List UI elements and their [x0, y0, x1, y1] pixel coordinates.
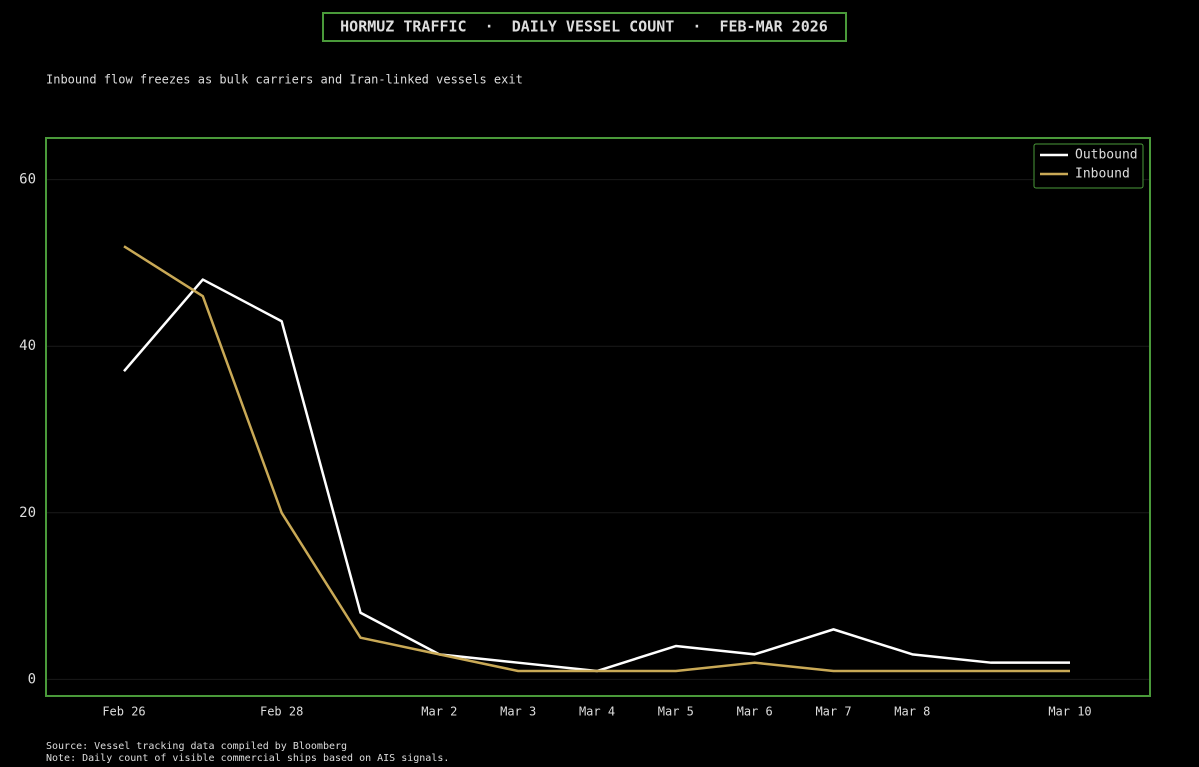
- chart-title: HORMUZ TRAFFIC · DAILY VESSEL COUNT · FE…: [340, 18, 828, 36]
- x-tick-label: Feb 28: [260, 705, 303, 719]
- source-note: Source: Vessel tracking data compiled by…: [46, 741, 347, 752]
- y-tick-label: 20: [19, 505, 36, 521]
- x-tick-label: Feb 26: [102, 705, 145, 719]
- title-box: [322, 12, 847, 42]
- chart-subtitle: Inbound flow freezes as bulk carriers an…: [46, 73, 523, 87]
- legend-label: Inbound: [1075, 167, 1130, 182]
- x-tick-label: Mar 7: [815, 705, 851, 719]
- y-tick-label: 0: [28, 671, 36, 687]
- x-tick-label: Mar 10: [1048, 705, 1091, 719]
- x-tick-label: Mar 3: [500, 705, 536, 719]
- x-tick-label: Mar 6: [737, 705, 773, 719]
- y-tick-label: 60: [19, 172, 36, 188]
- legend-label: Outbound: [1075, 148, 1138, 163]
- x-tick-label: Mar 4: [579, 705, 615, 719]
- plot-frame: [45, 137, 1151, 697]
- x-tick-label: Mar 2: [421, 705, 457, 719]
- x-tick-label: Mar 5: [658, 705, 694, 719]
- x-tick-label: Mar 8: [894, 705, 930, 719]
- y-tick-label: 40: [19, 338, 36, 354]
- series-line: [123, 245, 1070, 673]
- footnote: Note: Daily count of visible commercial …: [46, 753, 449, 764]
